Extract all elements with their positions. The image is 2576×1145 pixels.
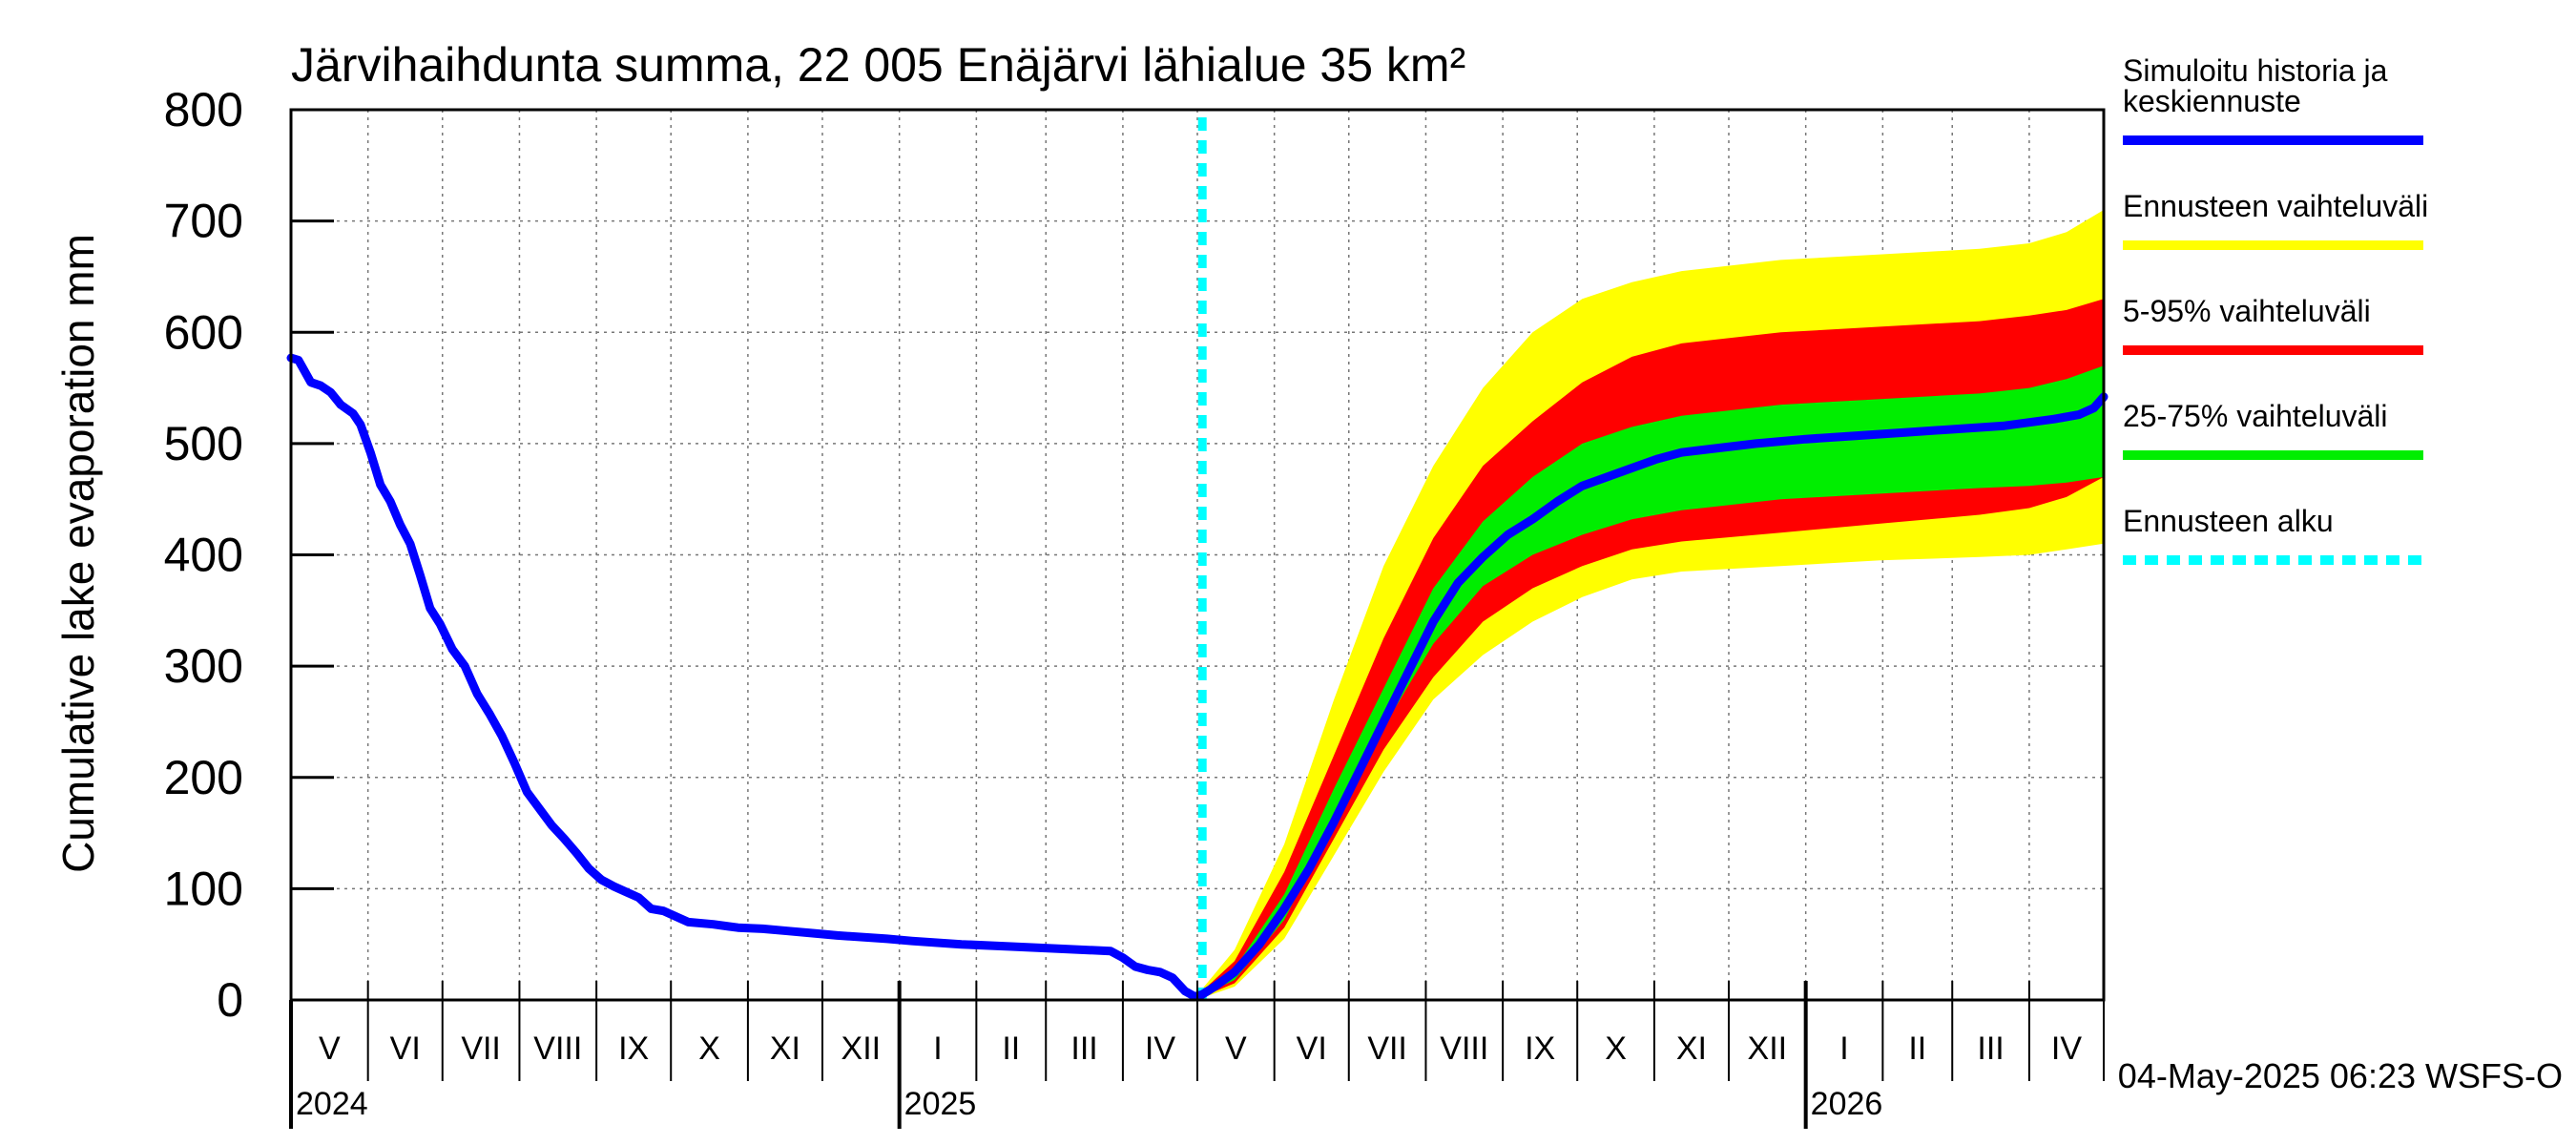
month-label: I [933, 1030, 942, 1067]
year-label: 2024 [296, 1086, 368, 1122]
month-label: X [1605, 1030, 1627, 1067]
month-label: IV [2051, 1030, 2082, 1067]
month-label: VII [1367, 1030, 1407, 1067]
legend-label: Ennusteen vaihteluväli [2123, 189, 2428, 223]
y-tick-label: 200 [164, 751, 243, 804]
y-axis-label: Cumulative lake evaporation mm [53, 234, 103, 873]
month-label: III [1977, 1030, 2004, 1067]
y-tick-label: 800 [164, 83, 243, 136]
legend-label: 25-75% vaihteluväli [2123, 399, 2388, 433]
chart-title: Järvihaihdunta summa, 22 005 Enäjärvi lä… [291, 38, 1465, 92]
footer-timestamp: 04-May-2025 06:23 WSFS-O [2118, 1056, 2563, 1095]
y-tick-label: 300 [164, 639, 243, 693]
month-label: IX [618, 1030, 649, 1067]
legend-label: Ennusteen alku [2123, 504, 2334, 538]
year-label: 2025 [904, 1086, 977, 1122]
legend-label: keskiennuste [2123, 84, 2301, 118]
month-label: V [1225, 1030, 1247, 1067]
month-label: VI [390, 1030, 421, 1067]
month-label: XI [770, 1030, 800, 1067]
legend-label: 5-95% vaihteluväli [2123, 294, 2371, 328]
month-label: VI [1297, 1030, 1327, 1067]
series-lines [286, 117, 2109, 1001]
month-label: II [1908, 1030, 1926, 1067]
y-tick-label: 600 [164, 305, 243, 359]
y-tick-label: 700 [164, 195, 243, 248]
series-line-median [286, 353, 2109, 1001]
month-label: X [698, 1030, 720, 1067]
y-tick-label: 500 [164, 417, 243, 470]
month-label: VIII [533, 1030, 582, 1067]
month-label: I [1839, 1030, 1848, 1067]
month-label: VII [461, 1030, 501, 1067]
y-tick-label: 400 [164, 529, 243, 582]
month-label: VIII [1440, 1030, 1488, 1067]
month-label: III [1070, 1030, 1097, 1067]
y-tick-label: 100 [164, 862, 243, 915]
forecast-bands [1202, 210, 2104, 998]
month-label: XI [1676, 1030, 1707, 1067]
month-label: II [1002, 1030, 1020, 1067]
year-label: 2026 [1811, 1086, 1883, 1122]
month-label: V [319, 1030, 341, 1067]
month-label: XII [841, 1030, 882, 1067]
month-label: IX [1525, 1030, 1555, 1067]
y-tick-label: 0 [217, 973, 243, 1027]
month-label: XII [1748, 1030, 1788, 1067]
month-label: IV [1145, 1030, 1175, 1067]
legend-label: Simuloitu historia ja [2123, 53, 2388, 88]
